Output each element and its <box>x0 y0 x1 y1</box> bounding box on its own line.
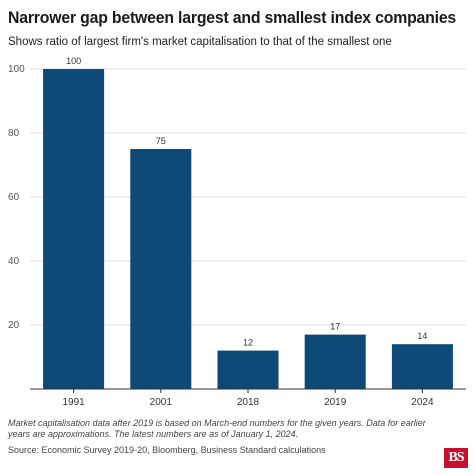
y-tick-label: 40 <box>8 256 20 267</box>
bar <box>304 334 366 389</box>
data-label: 14 <box>417 331 427 341</box>
bar <box>43 69 105 389</box>
data-label: 12 <box>243 338 253 348</box>
y-tick-label: 20 <box>8 320 20 331</box>
bar-chart: 20 40 60 80 100 100 1991 75 2001 12 2018 17 2019 14 20… <box>8 56 466 408</box>
y-tick-label: 100 <box>8 64 25 75</box>
chart-subtitle: Shows ratio of largest firm's market cap… <box>8 36 392 48</box>
chart-title: Narrower gap between largest and smalles… <box>8 8 457 27</box>
x-tick-label: 2024 <box>411 397 434 408</box>
y-tick-label: 80 <box>8 128 20 139</box>
bar <box>130 149 192 389</box>
data-label: 17 <box>330 322 340 332</box>
data-label: 100 <box>66 56 81 66</box>
chart-note: Market capitalisation data after 2019 is… <box>8 418 426 439</box>
x-tick-label: 2001 <box>150 397 173 408</box>
data-label: 75 <box>156 136 166 146</box>
bar <box>391 344 453 389</box>
x-tick-label: 2019 <box>324 397 347 408</box>
x-tick-label: 2018 <box>237 397 260 408</box>
business-standard-logo: BS <box>444 448 468 468</box>
y-tick-label: 60 <box>8 192 20 203</box>
bar <box>217 350 279 389</box>
x-tick-label: 1991 <box>62 397 85 408</box>
chart-source: Source: Economic Survey 2019-20, Bloombe… <box>8 445 326 455</box>
